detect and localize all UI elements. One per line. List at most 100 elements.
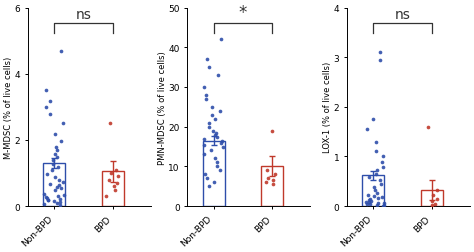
Point	[57, 139, 64, 143]
Point	[217, 38, 225, 42]
Point	[114, 175, 122, 179]
Point	[218, 139, 226, 143]
Point	[49, 162, 57, 166]
Point	[216, 169, 224, 173]
Point	[372, 172, 380, 176]
Point	[46, 182, 54, 186]
Point	[105, 178, 112, 182]
Point	[45, 199, 52, 203]
Point	[379, 204, 387, 208]
Point	[51, 152, 58, 156]
Point	[374, 203, 381, 207]
Point	[428, 199, 436, 203]
Point	[42, 106, 49, 110]
Point	[51, 188, 58, 193]
Point	[370, 185, 378, 190]
Point	[270, 182, 277, 186]
Point	[373, 150, 380, 154]
Point	[40, 202, 48, 206]
Point	[201, 86, 208, 90]
Point	[53, 146, 60, 150]
Point	[213, 161, 220, 165]
Bar	[362, 176, 384, 206]
Point	[216, 109, 224, 113]
Point	[428, 203, 436, 207]
Point	[57, 49, 65, 53]
Point	[51, 132, 59, 136]
Point	[376, 58, 383, 62]
Point	[377, 178, 384, 182]
Point	[53, 155, 61, 160]
Point	[377, 51, 384, 55]
Point	[263, 180, 270, 184]
Point	[48, 169, 55, 173]
Point	[202, 93, 210, 98]
Point	[364, 202, 371, 206]
Point	[364, 193, 372, 197]
Point	[54, 165, 62, 169]
Point	[374, 201, 382, 205]
Point	[208, 113, 215, 117]
Point	[365, 200, 373, 204]
Point	[49, 159, 57, 163]
Point	[206, 184, 213, 188]
Point	[40, 192, 47, 196]
Bar	[420, 190, 443, 206]
Point	[268, 129, 275, 133]
Point	[212, 131, 219, 135]
Point	[111, 188, 118, 192]
Y-axis label: M-MDSC (% of live cells): M-MDSC (% of live cells)	[4, 56, 13, 158]
Point	[210, 129, 217, 133]
Point	[44, 196, 51, 200]
Point	[56, 201, 64, 205]
Point	[114, 181, 121, 185]
Point	[372, 140, 379, 144]
Point	[374, 196, 382, 200]
Point	[362, 200, 369, 204]
Point	[367, 199, 374, 203]
Point	[271, 173, 279, 177]
Bar	[43, 163, 65, 206]
Point	[370, 194, 378, 198]
Y-axis label: PMN-MDSC (% of live cells): PMN-MDSC (% of live cells)	[158, 51, 167, 164]
Point	[380, 201, 387, 205]
Point	[44, 198, 52, 202]
Point	[219, 145, 227, 149]
Point	[60, 193, 68, 197]
Point	[204, 58, 211, 62]
Point	[365, 176, 373, 180]
Y-axis label: LOX-1 (% of live cells): LOX-1 (% of live cells)	[323, 62, 332, 153]
Point	[47, 113, 55, 117]
Point	[379, 166, 387, 170]
Point	[51, 175, 59, 179]
Point	[55, 178, 63, 182]
Point	[379, 155, 386, 159]
Point	[46, 100, 54, 104]
Point	[201, 173, 209, 177]
Point	[215, 74, 222, 78]
Point	[106, 122, 114, 126]
Point	[369, 118, 377, 122]
Point	[380, 203, 388, 207]
Point	[371, 188, 378, 193]
Bar	[202, 141, 225, 206]
Point	[56, 203, 64, 207]
Point	[107, 171, 115, 175]
Point	[53, 201, 61, 205]
Point	[373, 191, 381, 195]
Point	[210, 180, 218, 184]
Point	[208, 105, 216, 109]
Point	[42, 195, 49, 199]
Point	[213, 165, 221, 169]
Point	[59, 180, 67, 184]
Text: ns: ns	[76, 8, 91, 22]
Point	[373, 169, 381, 173]
Point	[42, 89, 50, 93]
Point	[205, 125, 213, 129]
Point	[365, 198, 373, 202]
Point	[366, 202, 374, 206]
Text: ns: ns	[394, 8, 410, 22]
Point	[200, 153, 208, 157]
Text: *: *	[239, 5, 247, 22]
Point	[55, 183, 63, 187]
